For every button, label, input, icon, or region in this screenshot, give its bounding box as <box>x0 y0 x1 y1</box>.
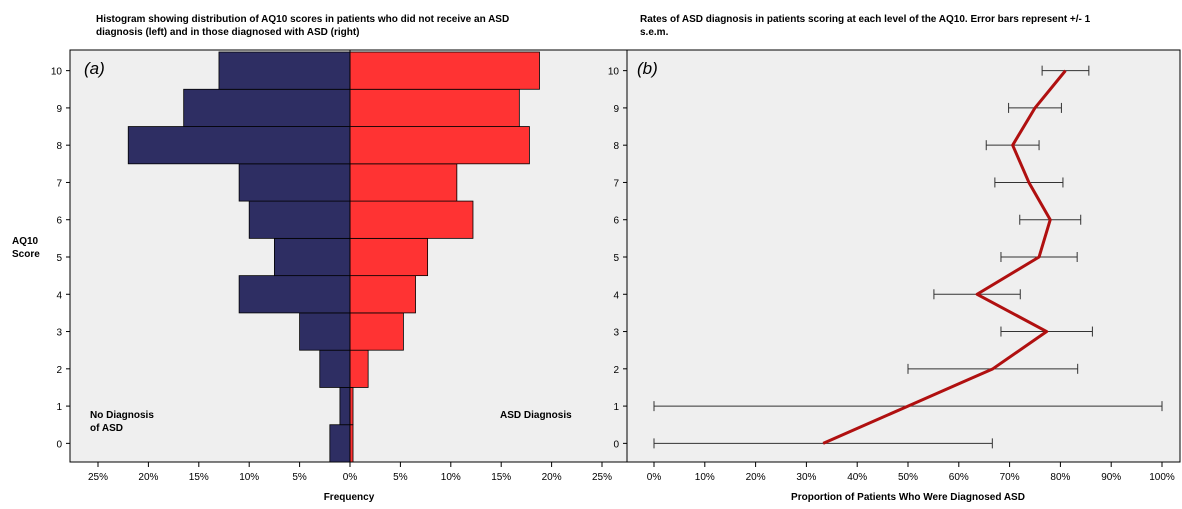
chart-b-title-line-1: Rates of ASD diagnosis in patients scori… <box>640 14 1091 25</box>
x-tick-label: 15% <box>189 472 209 483</box>
y-tick-label: 0 <box>613 439 619 450</box>
x-tick-label: 10% <box>441 472 461 483</box>
x-tick-label: 80% <box>1050 472 1070 483</box>
y-tick-label: 6 <box>56 216 62 227</box>
x-tick-label: 20% <box>542 472 562 483</box>
x-tick-label: 10% <box>239 472 259 483</box>
y-tick-label: 2 <box>56 365 62 376</box>
y-tick-label: 6 <box>613 216 619 227</box>
rate-x-axis-label: Proportion of Patients Who Were Diagnose… <box>791 492 1025 503</box>
y-tick-label: 5 <box>56 253 62 264</box>
no-diagnosis-label-line-2: of ASD <box>90 423 123 434</box>
rate-x-axis: 0% 10% 20% 30% 40% 50% 60% 70% 80% 90% 100% <box>647 462 1175 483</box>
rate-plot-area <box>626 49 1181 463</box>
histogram-x-axis-label: Frequency <box>324 492 375 503</box>
histogram-y-axis: 0 1 2 3 4 5 6 7 8 9 10 <box>51 67 70 450</box>
y-tick-label: 3 <box>56 328 62 339</box>
asd-diagnosis-bar <box>349 237 429 277</box>
panel-label-a: (a) <box>84 59 105 78</box>
x-tick-label: 5% <box>393 472 408 483</box>
x-tick-label: 15% <box>491 472 511 483</box>
y-tick-label: 10 <box>51 67 63 78</box>
y-tick-label: 9 <box>613 104 619 115</box>
x-tick-label: 40% <box>847 472 867 483</box>
histogram-y-axis-label: AQ10 Score <box>12 236 41 260</box>
x-tick-label: 20% <box>746 472 766 483</box>
y-tick-label: 1 <box>613 402 619 413</box>
x-tick-label: 10% <box>695 472 715 483</box>
x-tick-label: 90% <box>1101 472 1121 483</box>
asd-diagnosis-bar <box>349 200 474 239</box>
x-tick-label: 50% <box>898 472 918 483</box>
y-tick-label: 8 <box>56 141 62 152</box>
rate-line <box>822 69 1067 445</box>
no-diagnosis-bar <box>248 200 351 239</box>
y-tick-label: 7 <box>613 178 619 189</box>
no-diagnosis-bar <box>339 387 351 426</box>
asd-diagnosis-bar <box>349 275 416 314</box>
y-tick-label: 9 <box>56 104 62 115</box>
panel-label-b: (b) <box>637 59 658 78</box>
y-tick-label: 2 <box>613 365 619 376</box>
x-tick-label: 20% <box>138 472 158 483</box>
asd-diagnosis-bar <box>349 51 540 90</box>
x-tick-label: 0% <box>343 472 358 483</box>
x-tick-label: 0% <box>647 472 662 483</box>
rate-y-axis: 0 1 2 3 4 5 6 7 8 9 10 <box>608 67 627 450</box>
x-tick-label: 5% <box>292 472 307 483</box>
x-tick-label: 60% <box>949 472 969 483</box>
y-tick-label: 3 <box>613 328 619 339</box>
asd-diagnosis-bar <box>349 88 520 127</box>
histogram-y-axis-label-line-2: Score <box>12 249 40 260</box>
x-tick-label: 30% <box>796 472 816 483</box>
no-diagnosis-label: No Diagnosis of ASD <box>90 410 157 434</box>
y-tick-label: 10 <box>608 67 620 78</box>
y-tick-label: 8 <box>613 141 619 152</box>
y-tick-label: 4 <box>613 290 619 301</box>
y-tick-label: 0 <box>56 439 62 450</box>
x-tick-label: 70% <box>1000 472 1020 483</box>
x-tick-label: 25% <box>88 472 108 483</box>
no-diagnosis-bar <box>238 275 351 314</box>
no-diagnosis-bar <box>218 51 351 90</box>
no-diagnosis-bar <box>299 312 351 351</box>
no-diagnosis-bar <box>273 237 351 277</box>
no-diagnosis-bar <box>183 88 351 127</box>
asd-diagnosis-bar <box>349 349 369 388</box>
no-diagnosis-bar <box>127 126 351 165</box>
y-tick-label: 5 <box>613 253 619 264</box>
no-diagnosis-bar <box>319 349 351 388</box>
no-diagnosis-bar <box>238 163 351 202</box>
no-diagnosis-bar <box>329 424 351 463</box>
histogram-x-axis: 25% 20% 15% 10% 5% 0% 5% 10% 15% 20% 25% <box>88 462 612 483</box>
rate-panel: 0 1 2 3 4 5 6 7 8 9 10 0% 10% 20% 30% 40% 50% 60% 70% 80% 9… <box>608 49 1181 503</box>
chart-b-title: Rates of ASD diagnosis in patients scori… <box>640 14 1093 38</box>
asd-diagnosis-bar <box>349 312 404 351</box>
y-tick-label: 1 <box>56 402 62 413</box>
chart-a-title-line-2: diagnosis (left) and in those diagnosed … <box>96 27 360 38</box>
chart-a-title: Histogram showing distribution of AQ10 s… <box>96 14 512 38</box>
asd-diagnosis-bar <box>349 126 530 165</box>
y-tick-label: 7 <box>56 178 62 189</box>
asd-diagnosis-label: ASD Diagnosis <box>500 410 572 421</box>
no-diagnosis-bars <box>127 51 351 463</box>
asd-diagnosis-bar <box>349 163 458 202</box>
x-tick-label: 100% <box>1149 472 1175 483</box>
no-diagnosis-label-line-1: No Diagnosis <box>90 410 154 421</box>
y-tick-label: 4 <box>56 290 62 301</box>
histogram-y-axis-label-line-1: AQ10 <box>12 236 39 247</box>
x-tick-label: 25% <box>592 472 612 483</box>
asd-diagnosis-bars <box>349 51 540 463</box>
chart-a-title-line-1: Histogram showing distribution of AQ10 s… <box>96 14 509 25</box>
chart-b-title-line-2: s.e.m. <box>640 27 669 38</box>
